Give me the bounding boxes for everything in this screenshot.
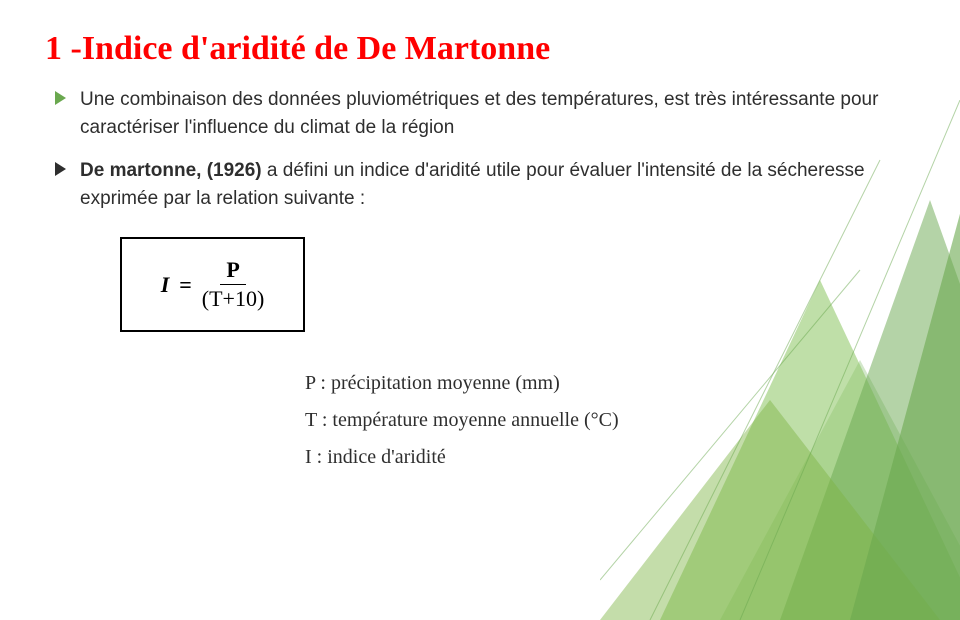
- formula-fraction: P (T+10): [202, 257, 265, 312]
- legend: P : précipitation moyenne (mm) T : tempé…: [305, 372, 915, 469]
- bullet-item: De martonne, (1926) a défini un indice d…: [45, 157, 915, 212]
- bullet-list: Une combinaison des données pluviométriq…: [45, 86, 915, 212]
- formula-denominator: (T+10): [202, 285, 265, 312]
- legend-item: T : température moyenne annuelle (°C): [305, 409, 915, 432]
- bullet-item: Une combinaison des données pluviométriq…: [45, 86, 915, 141]
- bullet-text: De martonne, (1926) a défini un indice d…: [80, 157, 915, 212]
- slide-title: 1 -Indice d'aridité de De Martonne: [45, 30, 915, 68]
- bullet-marker-icon: [55, 162, 66, 176]
- formula-box: I = P (T+10): [120, 237, 305, 332]
- formula-lhs: I: [161, 272, 170, 298]
- bullet-marker-icon: [55, 91, 66, 105]
- bullet-text: Une combinaison des données pluviométriq…: [80, 86, 915, 141]
- legend-item: I : indice d'aridité: [305, 446, 915, 469]
- formula-numerator: P: [220, 257, 245, 285]
- formula-eq: =: [179, 272, 192, 298]
- legend-item: P : précipitation moyenne (mm): [305, 372, 915, 395]
- formula: I = P (T+10): [161, 257, 265, 312]
